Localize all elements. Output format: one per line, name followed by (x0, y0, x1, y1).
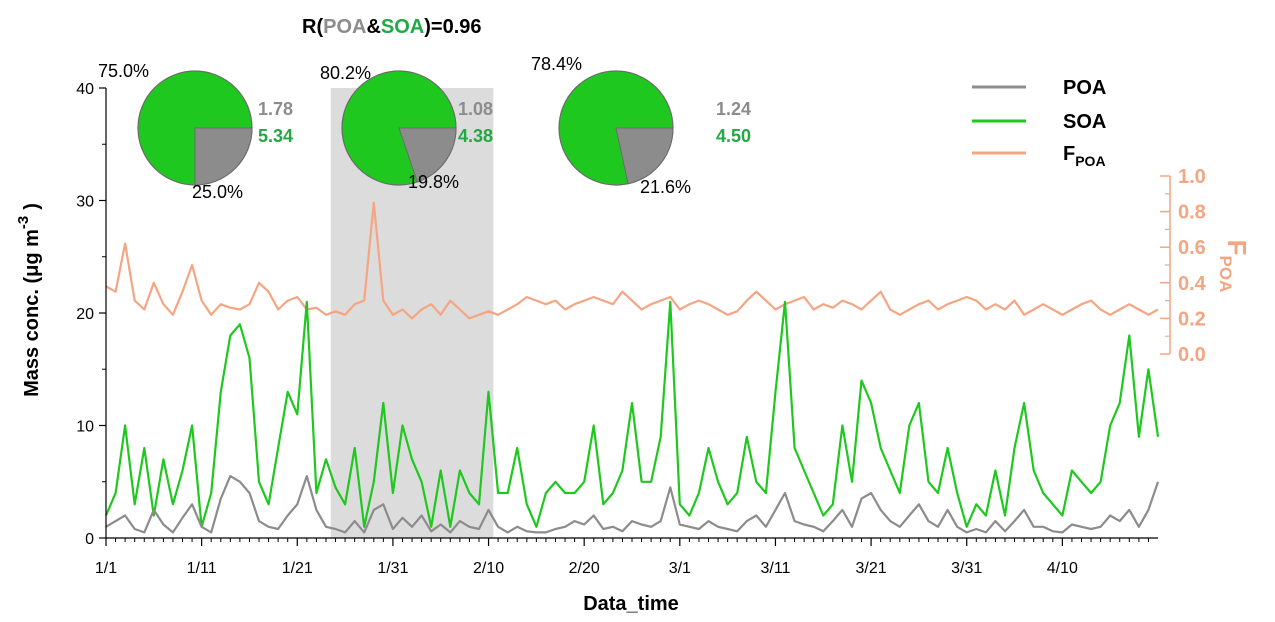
pie-soa-mean: 5.34 (258, 126, 293, 146)
svg-text:FPOA: FPOA (1216, 240, 1252, 293)
x-tick-label: 1/1 (95, 560, 117, 577)
y-axis-label-main: Mass conc. (μg m (21, 229, 43, 397)
corr-soa: SOA (381, 16, 424, 38)
pie-label-poa-pct: 25.0% (192, 182, 243, 202)
x-tick-label: 3/21 (856, 560, 887, 577)
axes: 0 10 20 30 40 1/1 1/11 1/21 1/31 2/10 2/20 3/1 3/11 3… (76, 81, 1206, 577)
legend-fpoa-main: F (1063, 143, 1075, 165)
corr-suffix: )=0.96 (424, 16, 481, 38)
legend-soa-label: SOA (1063, 111, 1106, 133)
y-axis-label-sup: -3 (15, 216, 32, 229)
pie-soa-mean: 4.50 (716, 126, 751, 146)
y-tick-label: 40 (76, 81, 94, 98)
x-tick-label: 2/10 (473, 560, 504, 577)
y2-axis-label: FPOA (1216, 240, 1252, 293)
y2-tick-label: 0.8 (1178, 202, 1206, 224)
pies: 75.0% 25.0% 1.78 5.34 80.2% 19.8% 1.08 4.38 78.4… (98, 54, 751, 202)
x-tick-label: 3/1 (669, 560, 691, 577)
corr-prefix: R( (302, 16, 323, 38)
y2-axis-label-sub: POA (1216, 256, 1235, 293)
legend-fpoa-label: FPOA (1063, 143, 1106, 169)
y2-tick-label: 0.4 (1178, 273, 1207, 295)
y-tick-label: 0 (85, 531, 94, 548)
x-axis-label: Data_time (583, 593, 679, 615)
pie-poa-mean: 1.78 (258, 99, 293, 119)
y-tick-label: 10 (76, 419, 94, 436)
y2-axis-label-main: F (1222, 240, 1252, 256)
pie-slice-poa (194, 127, 253, 186)
pie-label-poa-pct: 19.8% (408, 172, 459, 192)
pie-label-poa-pct: 21.6% (640, 177, 691, 197)
corr-poa: POA (323, 16, 366, 38)
x-tick-label: 2/20 (569, 560, 600, 577)
x-tick-label: 4/10 (1047, 560, 1078, 577)
y2-tick-label: 0.2 (1178, 308, 1206, 330)
corr-amp: & (366, 16, 380, 38)
pie-slice-poa (615, 127, 674, 185)
y2-tick-label: 0.6 (1178, 237, 1206, 259)
y-axis-label-close: ) (21, 203, 43, 210)
pie-label-soa-pct: 78.4% (531, 54, 582, 74)
x-tick-label: 3/31 (951, 560, 982, 577)
series-line-poa (105, 475, 1160, 534)
x-tick-label: 3/11 (760, 560, 790, 577)
y-tick-label: 20 (76, 306, 94, 323)
y2-tick-label: 1.0 (1178, 166, 1206, 188)
x-tick-label: 1/11 (187, 560, 217, 577)
y-tick-label: 30 (76, 194, 94, 211)
legend: POA SOA FPOA (972, 77, 1106, 169)
pie-label-soa-pct: 80.2% (320, 63, 371, 83)
series-line-soa (104, 300, 1160, 528)
series-layer (104, 201, 1160, 534)
x-tick-label: 1/31 (377, 560, 408, 577)
x-tick-label: 1/21 (282, 560, 313, 577)
pie-poa-mean: 1.24 (716, 99, 751, 119)
legend-fpoa-sub: POA (1075, 153, 1105, 169)
pie-label-soa-pct: 75.0% (98, 61, 149, 81)
correlation-label: R(POA&SOA)=0.96 (302, 16, 482, 38)
series-line-f (105, 201, 1159, 320)
pie-poa-mean: 1.08 (458, 99, 493, 119)
y2-tick-label: 0.0 (1178, 344, 1206, 366)
y-axis-label: Mass conc. (μg m-3) (15, 203, 43, 397)
pie-soa-mean: 4.38 (458, 126, 493, 146)
svg-text:Mass conc. (μg m-3): Mass conc. (μg m-3) (15, 203, 43, 397)
legend-poa-label: POA (1063, 77, 1106, 99)
pie-slice-poa (398, 127, 457, 183)
